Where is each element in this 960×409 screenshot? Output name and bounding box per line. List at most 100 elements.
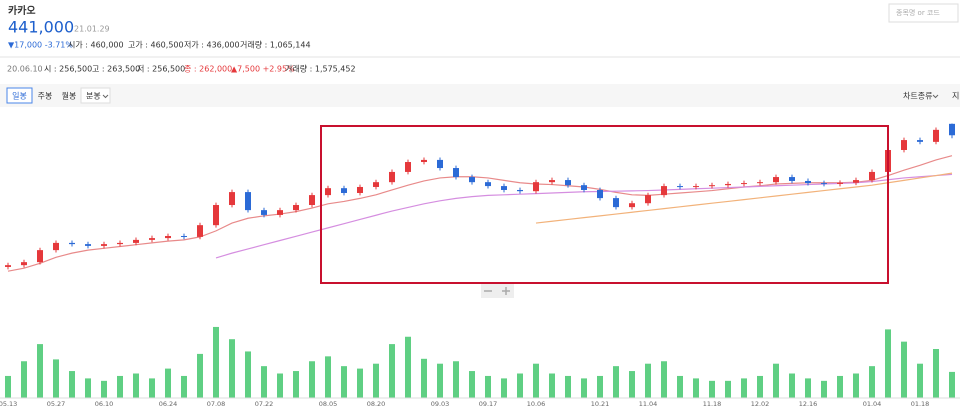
- candle-body: [949, 123, 955, 136]
- volume-bar: [917, 363, 923, 398]
- candle-body: [421, 159, 427, 163]
- candle-body: [341, 188, 347, 193]
- candle-body: [725, 183, 731, 186]
- candle-body: [261, 210, 267, 215]
- x-tick-label: 12.02: [751, 400, 770, 408]
- candle-body: [597, 189, 603, 199]
- x-tick-label: 07.08: [207, 400, 226, 408]
- candle-body: [245, 192, 251, 211]
- stat: 저가 : 436,000: [184, 41, 240, 50]
- stock-name: 카카오: [8, 4, 36, 17]
- volume-bar: [645, 363, 651, 398]
- candle-body: [901, 140, 907, 150]
- volume-bar: [229, 339, 235, 398]
- candle-body: [549, 180, 555, 183]
- candle-body: [101, 244, 107, 246]
- volume-bar: [149, 378, 155, 398]
- info-close: 종 : 262,000: [184, 65, 232, 74]
- plot: 05.13 05.27 06.10 06.24 07.08 07.22 08.05 08.20…: [0, 123, 955, 408]
- info-open: 시 : 256,500: [44, 65, 92, 74]
- x-tick-label: 05.27: [47, 400, 66, 408]
- moving-average: [7, 155, 953, 272]
- volume-bar: [277, 373, 283, 398]
- x-tick-label: 05.13: [0, 400, 17, 408]
- volume-bar: [357, 368, 363, 398]
- period-dropdown[interactable]: [80, 87, 111, 104]
- volume-bar: [21, 361, 27, 398]
- candle-body: [373, 182, 379, 187]
- candle-body: [389, 171, 395, 183]
- candle-body: [581, 185, 587, 190]
- volume-bar: [597, 375, 603, 398]
- x-tick-label: 08.05: [319, 400, 338, 408]
- x-tick-label: 10.21: [591, 400, 610, 408]
- volume-bar: [53, 359, 59, 398]
- price-change: ▼17,000 -3.71%: [8, 41, 73, 50]
- candle-body: [469, 177, 475, 183]
- candle-body: [5, 265, 11, 267]
- search-placeholder[interactable]: 종목명 or 코드: [896, 8, 940, 17]
- volume-bar: [805, 378, 811, 398]
- candle-body: [53, 242, 59, 251]
- price-date: 21.01.29: [74, 25, 110, 34]
- period-button-label[interactable]: 일봉: [12, 92, 27, 101]
- candle-body: [645, 195, 651, 204]
- candle-body: [613, 198, 619, 208]
- volume-bar: [69, 371, 75, 398]
- candle-body: [533, 182, 539, 192]
- candle-body: [917, 140, 923, 142]
- candle-body: [229, 192, 235, 206]
- volume-bar: [181, 375, 187, 398]
- candle-body: [277, 210, 283, 215]
- candle-body: [805, 180, 811, 184]
- info-change: ▲7,500 +2.95%: [231, 65, 295, 74]
- x-tick-label: 01.18: [911, 400, 930, 408]
- search-box[interactable]: [888, 3, 959, 23]
- volume-bar: [725, 380, 731, 398]
- zoom-icons[interactable]: [484, 287, 510, 295]
- candle-body: [869, 171, 875, 181]
- volume-bar: [901, 341, 907, 398]
- chart-type-button[interactable]: 차트종류: [903, 92, 932, 101]
- x-tick-label: 01.04: [863, 400, 882, 408]
- candle-body: [197, 225, 203, 237]
- period-button-label[interactable]: 월봉: [62, 91, 77, 101]
- period-button-label[interactable]: 분봉: [86, 92, 101, 101]
- volume-bar: [837, 375, 843, 398]
- candle-body: [709, 185, 715, 187]
- x-tick-label: 12.16: [799, 400, 818, 408]
- candle-body: [213, 205, 219, 226]
- volume-bar: [533, 363, 539, 398]
- volume-bar: [549, 373, 555, 398]
- dropdown-arrow: [932, 94, 939, 99]
- period-button-label[interactable]: 주봉: [38, 92, 53, 101]
- period-button[interactable]: [6, 87, 33, 104]
- indicator-button[interactable]: 지: [952, 92, 959, 101]
- x-tick-label: 06.24: [159, 400, 178, 408]
- volume-bar: [469, 371, 475, 398]
- volume-bar: [709, 380, 715, 398]
- candle-body: [149, 238, 155, 240]
- volume-bar: [933, 349, 939, 398]
- volume-bar: [421, 358, 427, 398]
- volume-bar: [773, 363, 779, 398]
- candle-body: [309, 195, 315, 206]
- volume-bar: [853, 373, 859, 398]
- toolbar: [0, 84, 960, 107]
- candle-body: [789, 177, 795, 181]
- candle-body: [677, 186, 683, 188]
- volume-bar: [101, 380, 107, 398]
- volume-bar: [85, 378, 91, 398]
- x-tick-label: 07.22: [255, 400, 274, 408]
- candle-body: [821, 183, 827, 185]
- volume-bar: [693, 378, 699, 398]
- volume-bar: [37, 344, 43, 398]
- moving-average: [535, 172, 953, 224]
- volume-bar: [949, 371, 955, 398]
- candle-body: [21, 262, 27, 266]
- candle-body: [485, 182, 491, 187]
- volume-bar: [821, 380, 827, 398]
- x-tick-label: 09.03: [431, 400, 450, 408]
- volume-bar: [117, 375, 123, 398]
- x-tick-label: 11.18: [703, 400, 722, 408]
